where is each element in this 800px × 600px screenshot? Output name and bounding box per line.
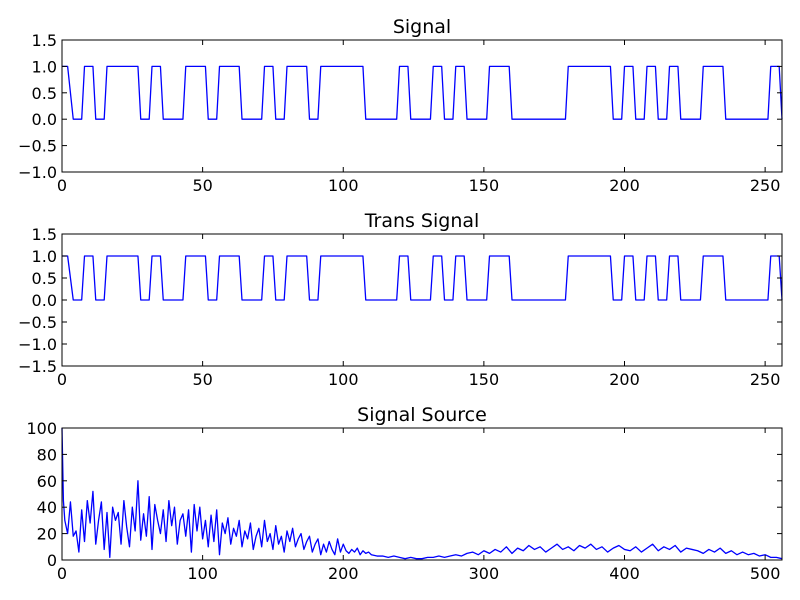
chart-title: Signal — [393, 16, 451, 38]
y-tick-label: 0.0 — [32, 291, 57, 310]
x-tick-label: 100 — [187, 564, 218, 583]
y-tick-label: 1.0 — [32, 247, 57, 266]
subplot-trans-signal: Trans Signal 0 50 100 150 200 250 −1.5 −1.0 −0.5… — [18, 210, 783, 389]
y-tick-label: 1.5 — [32, 31, 57, 50]
y-tick-label: −0.5 — [18, 137, 57, 156]
series-line — [62, 255, 783, 301]
y-tick-label: −1.0 — [18, 335, 57, 354]
plot-area — [62, 255, 783, 301]
x-tick-label: 300 — [469, 564, 500, 583]
y-tick-label: −1.0 — [18, 163, 57, 182]
y-tick-label: 0 — [47, 551, 57, 570]
subplot-signal: Signal 0 50 100 150 200 250 −1.0 −0.5 0.0 0.5 1.0 1… — [18, 16, 783, 195]
y-tick-label: 0.5 — [32, 269, 57, 288]
y-tick-label: 1.0 — [32, 57, 57, 76]
x-tick-label: 200 — [609, 176, 640, 195]
axes-frame — [61, 427, 783, 561]
y-tick-label: 0.0 — [32, 110, 57, 129]
x-tick-label: 250 — [750, 370, 781, 389]
x-tick-label: 100 — [328, 176, 359, 195]
series-line — [62, 65, 783, 120]
x-tick-label: 250 — [750, 176, 781, 195]
x-tick-label: 100 — [328, 370, 359, 389]
x-tick-label: 0 — [57, 564, 67, 583]
chart-title: Trans Signal — [364, 210, 480, 232]
y-tick-label: 20 — [37, 525, 57, 544]
y-tick-label: 60 — [37, 472, 57, 491]
y-tick-label: 1.5 — [32, 225, 57, 244]
x-tick-label: 150 — [469, 176, 500, 195]
x-tick-label: 0 — [57, 370, 67, 389]
y-tick-label: 40 — [37, 498, 57, 517]
chart-title: Signal Source — [357, 404, 487, 426]
y-tick-label: −0.5 — [18, 313, 57, 332]
x-tick-label: 500 — [750, 564, 781, 583]
plot-area — [62, 65, 783, 120]
plot-area — [61, 427, 783, 560]
x-tick-label: 400 — [609, 564, 640, 583]
y-tick-label: 100 — [26, 419, 57, 438]
y-tick-label: −1.5 — [18, 357, 57, 376]
subplot-signal-source: Signal Source 0 100 200 300 400 500 0 20 40 60 80 1… — [26, 404, 783, 583]
axes-frame — [61, 39, 783, 173]
x-tick-label: 150 — [469, 370, 500, 389]
x-tick-label: 200 — [609, 370, 640, 389]
series-line — [61, 427, 783, 560]
x-tick-label: 50 — [192, 370, 212, 389]
y-tick-label: 0.5 — [32, 84, 57, 103]
x-tick-label: 200 — [328, 564, 359, 583]
x-tick-label: 50 — [192, 176, 212, 195]
y-tick-label: 80 — [37, 445, 57, 464]
x-tick-label: 0 — [57, 176, 67, 195]
